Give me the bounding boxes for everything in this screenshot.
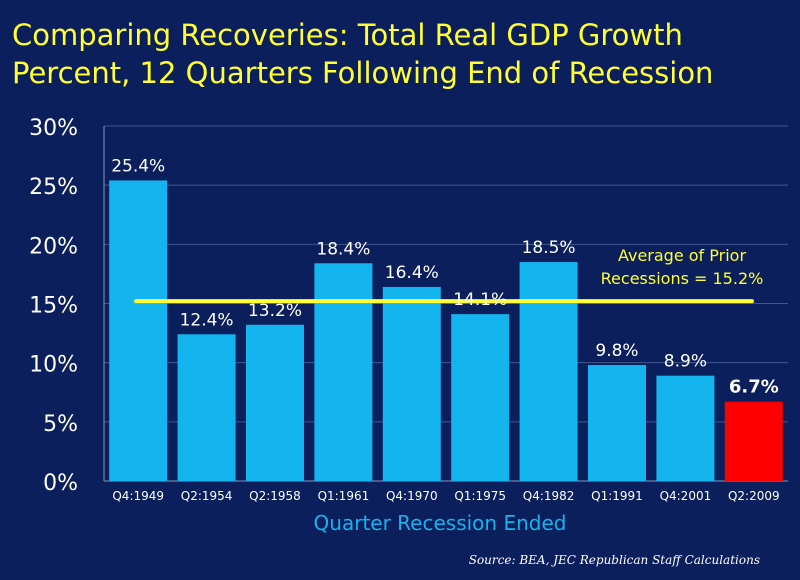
chart-title-line-2: Percent, 12 Quarters Following End of Re… — [12, 56, 714, 90]
x-axis-title: Quarter Recession Ended — [314, 511, 567, 535]
bar — [177, 334, 236, 481]
data-label: 9.8% — [595, 341, 638, 361]
bar — [246, 324, 304, 481]
x-tick-label: Q2:1954 — [181, 489, 233, 503]
bar — [519, 262, 578, 481]
x-tick-label: Q1:1961 — [318, 489, 370, 503]
y-tick-label: 5% — [43, 412, 78, 437]
bar — [314, 263, 373, 481]
bar — [382, 286, 441, 481]
bar — [656, 375, 715, 481]
data-label: 25.4% — [111, 156, 165, 176]
chart-title-line-1: Comparing Recoveries: Total Real GDP Gro… — [12, 18, 683, 52]
average-label-line-2: Recessions = 15.2% — [601, 269, 764, 288]
y-tick-label: 15% — [29, 294, 78, 319]
source-note: Source: BEA, JEC Republican Staff Calcul… — [468, 553, 760, 567]
y-tick-label: 25% — [29, 175, 78, 200]
data-label: 6.7% — [729, 377, 779, 398]
x-tick-label: Q2:1958 — [249, 489, 301, 503]
data-label: 16.4% — [385, 263, 439, 283]
chart-title: Comparing Recoveries: Total Real GDP Gro… — [12, 16, 792, 92]
data-label: 14.1% — [453, 290, 507, 310]
x-tick-label: Q4:1949 — [112, 489, 164, 503]
bar — [109, 180, 168, 481]
data-label: 8.9% — [664, 352, 707, 372]
y-tick-label: 20% — [29, 234, 78, 259]
average-label-line-1: Average of Prior — [618, 246, 746, 265]
x-tick-label: Q4:1982 — [523, 489, 575, 503]
x-tick-label: Q2:2009 — [728, 489, 780, 503]
bar — [588, 365, 646, 481]
y-tick-label: 10% — [29, 353, 78, 378]
y-tick-label: 30% — [29, 116, 78, 141]
data-label: 18.5% — [522, 238, 576, 258]
data-label: 18.4% — [316, 239, 370, 259]
bar — [724, 401, 783, 481]
x-tick-label: Q4:2001 — [660, 489, 712, 503]
bar — [451, 314, 510, 481]
data-label: 13.2% — [248, 301, 302, 321]
x-tick-label: Q4:1970 — [386, 489, 438, 503]
y-tick-label: 0% — [43, 471, 78, 496]
data-label: 12.4% — [180, 310, 234, 330]
x-tick-label: Q1:1991 — [591, 489, 643, 503]
x-tick-label: Q1:1975 — [454, 489, 506, 503]
